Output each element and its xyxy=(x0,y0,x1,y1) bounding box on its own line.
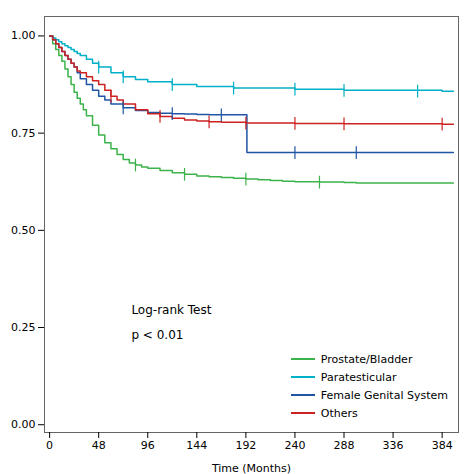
svg-text:144: 144 xyxy=(186,439,207,452)
svg-text:96: 96 xyxy=(141,439,155,452)
svg-text:48: 48 xyxy=(92,439,106,452)
svg-text:192: 192 xyxy=(235,439,256,452)
svg-text:Log-rank Test: Log-rank Test xyxy=(131,303,211,317)
html-text:Female Genital System: Female Genital System xyxy=(320,388,448,402)
svg-text:0.50: 0.50 xyxy=(11,224,36,237)
svg-text:288: 288 xyxy=(334,439,355,452)
svg-text:240: 240 xyxy=(284,439,305,452)
svg-text:0.25: 0.25 xyxy=(11,321,36,334)
svg-text:0.00: 0.00 xyxy=(11,418,36,431)
html-text:Prostate/Bladder: Prostate/Bladder xyxy=(320,352,413,366)
svg-text:384: 384 xyxy=(432,439,453,452)
svg-text:0: 0 xyxy=(46,439,53,452)
svg-text:p < 0.01: p < 0.01 xyxy=(131,328,183,342)
html-text:Paratesticular: Paratesticular xyxy=(320,370,397,384)
svg-text:Time (Months): Time (Months) xyxy=(211,462,291,474)
svg-text:336: 336 xyxy=(383,439,404,452)
svg-text:1.00: 1.00 xyxy=(11,29,36,42)
svg-text:0.75: 0.75 xyxy=(11,127,36,140)
html-text:Others: Others xyxy=(320,406,358,420)
